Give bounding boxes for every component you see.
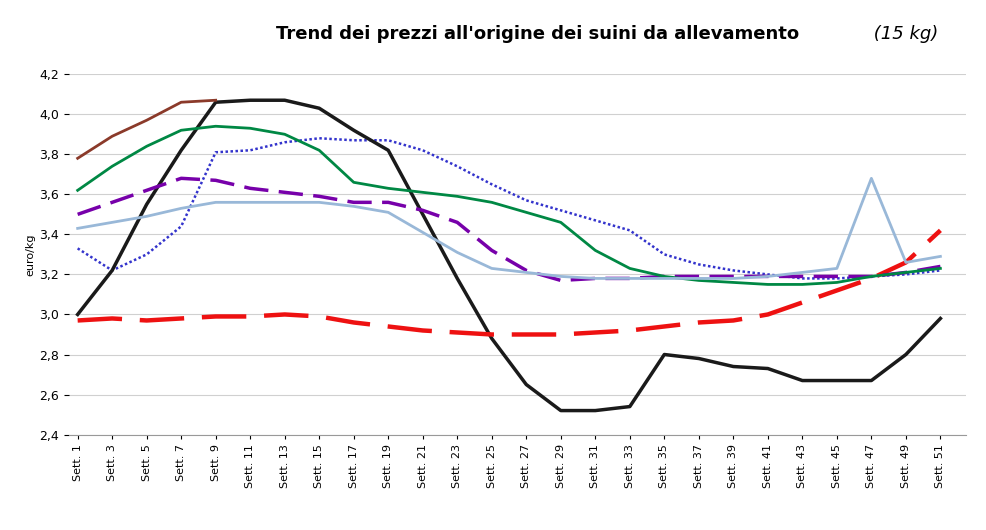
Text: Trend dei prezzi all'origine dei suini da allevamento: Trend dei prezzi all'origine dei suini d… [276, 25, 800, 43]
Text: (15 kg): (15 kg) [868, 25, 938, 43]
Y-axis label: euro/kg: euro/kg [26, 233, 35, 276]
